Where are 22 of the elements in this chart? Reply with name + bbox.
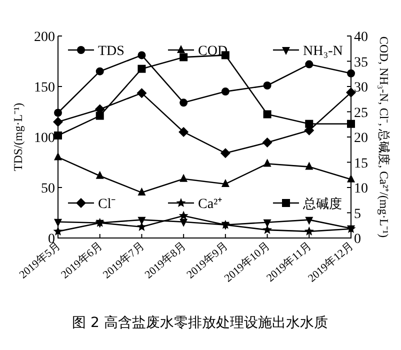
x-tick-label: 2019年8月 (142, 240, 188, 282)
y-tick-label: 50 (41, 182, 55, 196)
y2-tick-label: 10 (354, 182, 368, 196)
y-axis-title: TDS/(mg·L⁻¹) (11, 102, 25, 172)
y2-tick-label: 35 (354, 55, 368, 70)
legend-label: Ca²⁺ (198, 197, 223, 212)
y2-tick-label: 15 (354, 156, 368, 172)
y2-tick-label: 5 (354, 206, 361, 222)
legend-label: 总碱度 (302, 196, 342, 212)
y-tick-label: 200 (34, 30, 55, 45)
y-tick-label: 100 (34, 131, 55, 146)
y2-tick-label: 20 (354, 131, 368, 146)
y-tick-label: 150 (34, 80, 55, 96)
y2-tick-label: 40 (354, 30, 368, 45)
legend-label: NH₃-N (303, 44, 343, 59)
text: 图 2 高含盐废水零排放处理设施出水水质 (72, 315, 328, 331)
legend-label: TDS (98, 44, 124, 59)
y2-tick-label: 30 (354, 80, 368, 96)
y2-tick-label: 0 (354, 232, 361, 247)
legend-label: Cl⁻ (98, 197, 116, 212)
y2-axis-title: COD, NH₃-N, Cl⁻, 总碱度, Ca²⁺/(mg·L⁻¹) (377, 36, 391, 238)
y2-tick-label: 25 (354, 106, 368, 121)
